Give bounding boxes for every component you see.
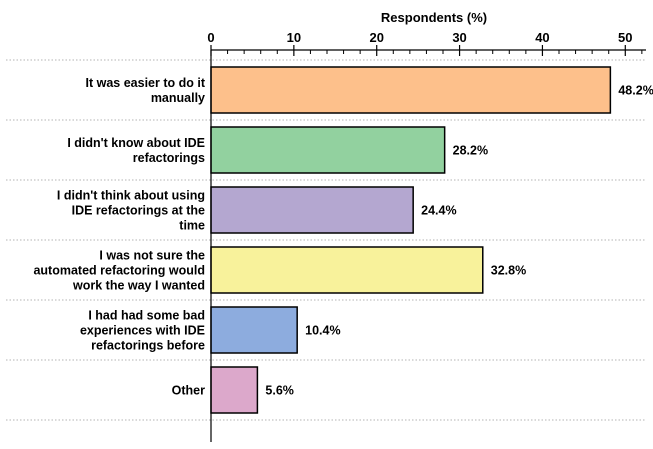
x-tick-label-6: 50 [618,30,632,45]
value-label-1: 48.2% [618,84,653,98]
bar-6 [210,366,259,414]
bar-layer [210,66,612,414]
bar-3 [210,186,414,234]
category-label-5: I had had some bad experiences with IDE re… [80,309,205,353]
value-label-2: 28.2% [453,144,488,158]
category-label-6: Other [172,384,205,398]
bar-1 [210,66,612,114]
value-label-3: 24.4% [421,204,456,218]
bar-5 [210,306,298,354]
x-tick-label-5: 40 [535,30,549,45]
axis-layer: 0 10 20 30 40 50 [207,30,646,442]
x-tick-label-2: 10 [287,30,301,45]
x-axis-title: Respondents (%) [381,10,487,25]
label-layer: 48.2% It was easier to do it manually 28.2%… [33,76,653,398]
x-tick-label-1: 0 [207,30,214,45]
value-label-5: 10.4% [305,324,340,338]
x-tick-label-3: 20 [369,30,383,45]
value-label-4: 32.8% [491,264,526,278]
value-label-6: 5.6% [265,384,294,398]
category-label-4: I was not sure the automated refactoring … [33,249,205,293]
x-tick-label-4: 30 [452,30,466,45]
bar-4 [210,246,484,294]
grid-layer [6,59,646,421]
bar-2 [210,126,446,174]
category-label-3: I didn't think about using IDE refactorin… [57,189,205,233]
category-label-1: It was easier to do it manually [86,76,206,105]
category-label-2: I didn't know about IDE refactorings [67,136,205,165]
